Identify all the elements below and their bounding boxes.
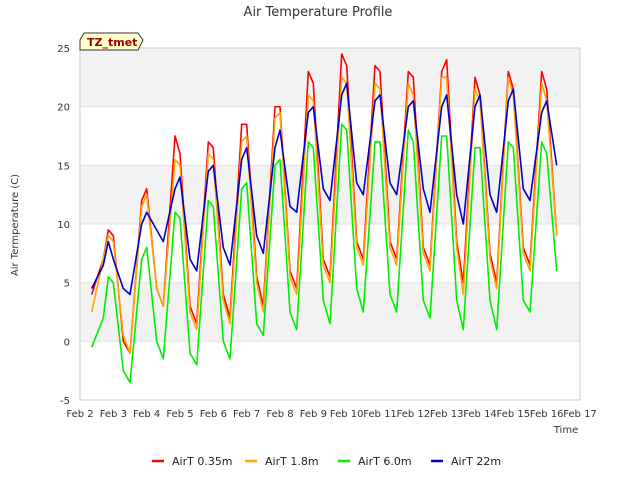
x-tick-label: Feb 4: [133, 409, 160, 420]
series-line-airt-6-0m: [90, 123, 558, 384]
x-tick-label: Feb 12: [397, 409, 431, 420]
x-tick-label: Feb 3: [100, 409, 127, 420]
x-tick-label: Feb 13: [430, 409, 464, 420]
y-tick-label: 15: [57, 161, 70, 172]
x-tick-label: Feb 5: [166, 409, 193, 420]
plot-area-frame: [79, 47, 581, 401]
x-tick-label: Feb 7: [233, 409, 260, 420]
plot-band: [80, 341, 580, 400]
x-tick-labels: Feb 2 Feb 3 Feb 4 Feb 5 Feb 6 Feb 7 Feb 8 Feb 9…: [66, 409, 596, 420]
legend-label: AirT 6.0m: [358, 455, 412, 468]
y-axis-title: Air Termperature (C): [10, 174, 21, 276]
y-tick-label: 5: [64, 279, 70, 290]
x-tick-label: Feb 17: [563, 409, 597, 420]
x-tick-label: Feb 16: [530, 409, 564, 420]
plot-band: [80, 48, 580, 107]
site-badge-label: TZ_tmet: [87, 36, 137, 49]
x-tick-label: Feb 15: [497, 409, 531, 420]
x-tick-label: Feb 10: [330, 409, 364, 420]
y-tick-label: 10: [57, 220, 70, 231]
plot-band: [80, 106, 580, 166]
y-tick-label: 0: [64, 337, 70, 348]
y-tick-label: -5: [60, 396, 70, 407]
y-tick-labels: -5 0 5 10 15 20 25: [57, 44, 70, 407]
x-tick-label: Feb 11: [363, 409, 397, 420]
x-tick-label: Feb 8: [266, 409, 293, 420]
legend-label: AirT 22m: [451, 455, 501, 468]
x-tick-label: Feb 14: [463, 409, 497, 420]
plot-bands: [80, 48, 580, 401]
legend-label: AirT 1.8m: [265, 455, 319, 468]
x-tick-label: Feb 6: [200, 409, 227, 420]
y-tick-label: 20: [57, 103, 70, 114]
site-badge: TZ_tmet: [79, 32, 144, 51]
series-lines: [90, 53, 558, 384]
x-tick-label: Feb 2: [66, 409, 93, 420]
legend: AirT 0.35m AirT 1.8m AirT 6.0m AirT 22m: [152, 455, 501, 468]
chart-title: Air Temperature Profile: [244, 5, 393, 20]
x-tick-label: Feb 9: [300, 409, 327, 420]
legend-label: AirT 0.35m: [172, 455, 233, 468]
site-badge-shape: [79, 32, 144, 51]
y-tick-label: 25: [57, 44, 70, 55]
x-axis-title: Time: [553, 425, 578, 436]
series-line-airt-22m: [90, 82, 558, 296]
